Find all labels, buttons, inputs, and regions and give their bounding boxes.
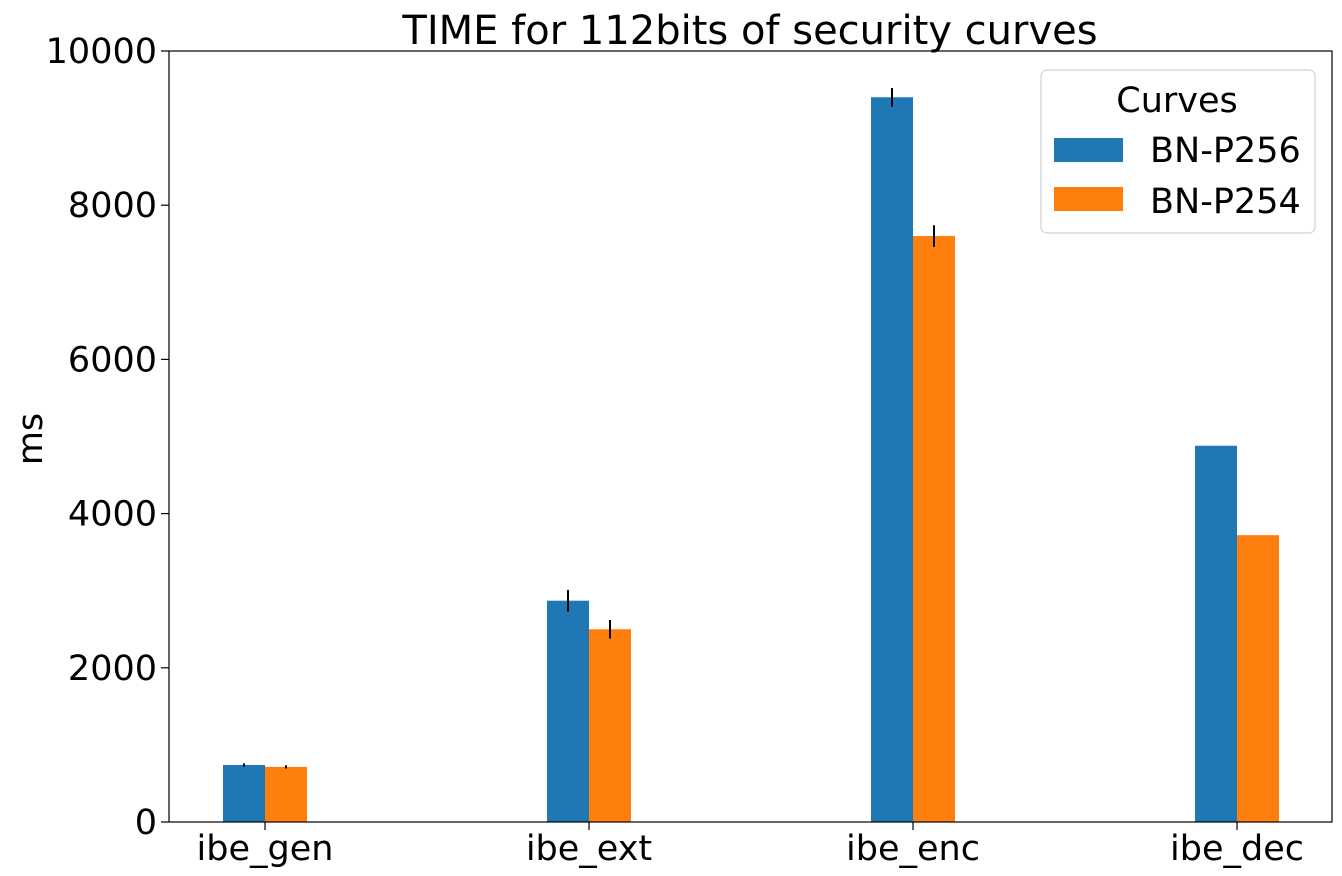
- y-tick-label: 6000: [68, 340, 157, 380]
- bar-bn-p256-ibe-enc: [871, 97, 913, 822]
- x-tick-label-ibe-ext: ibe_ext: [526, 829, 652, 869]
- bar-bn-p256-ibe-dec: [1195, 445, 1237, 822]
- x-axis: ibe_gen ibe_ext ibe_enc ibe_dec: [197, 822, 1304, 869]
- legend: Curves BN-P256 BN-P254: [1040, 69, 1316, 234]
- chart-title: TIME for 112bits of security curves: [401, 8, 1097, 54]
- y-tick-label: 0: [135, 803, 157, 843]
- error-bars-layer: [243, 88, 935, 769]
- plot-frame: [168, 50, 1333, 823]
- legend-label-bn-p256: BN-P256: [1150, 131, 1301, 171]
- y-tick-label: 10000: [46, 32, 157, 72]
- y-tick-label: 4000: [68, 495, 157, 535]
- bar-bn-p254-ibe-gen: [265, 766, 307, 822]
- legend-swatch-bn-p254: [1054, 187, 1123, 211]
- y-tick-label: 8000: [68, 186, 157, 226]
- bar-bn-p256-ibe-gen: [223, 764, 265, 822]
- bar-bn-p254-ibe-enc: [913, 236, 955, 823]
- x-tick-label-ibe-enc: ibe_enc: [846, 829, 980, 869]
- x-tick-label-ibe-gen: ibe_gen: [197, 829, 334, 869]
- y-axis-label: ms: [11, 413, 51, 465]
- x-tick-label-ibe-dec: ibe_dec: [1170, 829, 1304, 869]
- legend-title: Curves: [1116, 81, 1238, 121]
- bar-bn-p254-ibe-dec: [1237, 535, 1279, 822]
- y-axis: 0 2000 4000 6000 8000 10000: [46, 32, 169, 843]
- bars-layer: [223, 97, 1279, 823]
- legend-swatch-bn-p256: [1054, 138, 1123, 162]
- y-tick-label: 2000: [68, 649, 157, 689]
- legend-label-bn-p254: BN-P254: [1150, 182, 1301, 222]
- bar-bn-p254-ibe-ext: [589, 629, 631, 822]
- bar-bn-p256-ibe-ext: [547, 600, 589, 822]
